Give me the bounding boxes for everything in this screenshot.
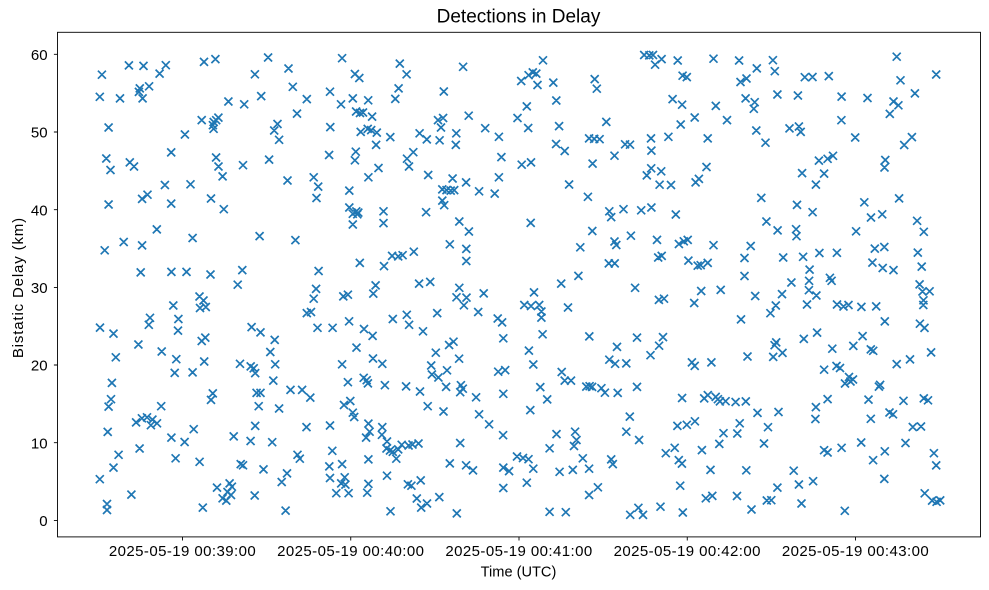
svg-text:2025-05-19 00:42:00: 2025-05-19 00:42:00 bbox=[614, 543, 761, 560]
svg-text:10: 10 bbox=[31, 435, 48, 452]
svg-text:Time (UTC): Time (UTC) bbox=[481, 565, 557, 581]
svg-text:2025-05-19 00:40:00: 2025-05-19 00:40:00 bbox=[277, 543, 424, 560]
svg-text:40: 40 bbox=[31, 202, 48, 219]
svg-text:0: 0 bbox=[39, 513, 47, 530]
svg-text:20: 20 bbox=[31, 358, 48, 375]
svg-text:60: 60 bbox=[31, 47, 48, 64]
svg-text:Bistatic Delay (km): Bistatic Delay (km) bbox=[10, 217, 27, 358]
svg-text:2025-05-19 00:41:00: 2025-05-19 00:41:00 bbox=[445, 543, 592, 560]
svg-text:2025-05-19 00:39:00: 2025-05-19 00:39:00 bbox=[109, 543, 256, 560]
svg-text:30: 30 bbox=[31, 280, 48, 297]
svg-text:2025-05-19 00:43:00: 2025-05-19 00:43:00 bbox=[782, 543, 929, 560]
svg-text:Detections in Delay: Detections in Delay bbox=[437, 7, 601, 28]
svg-text:50: 50 bbox=[31, 125, 48, 142]
